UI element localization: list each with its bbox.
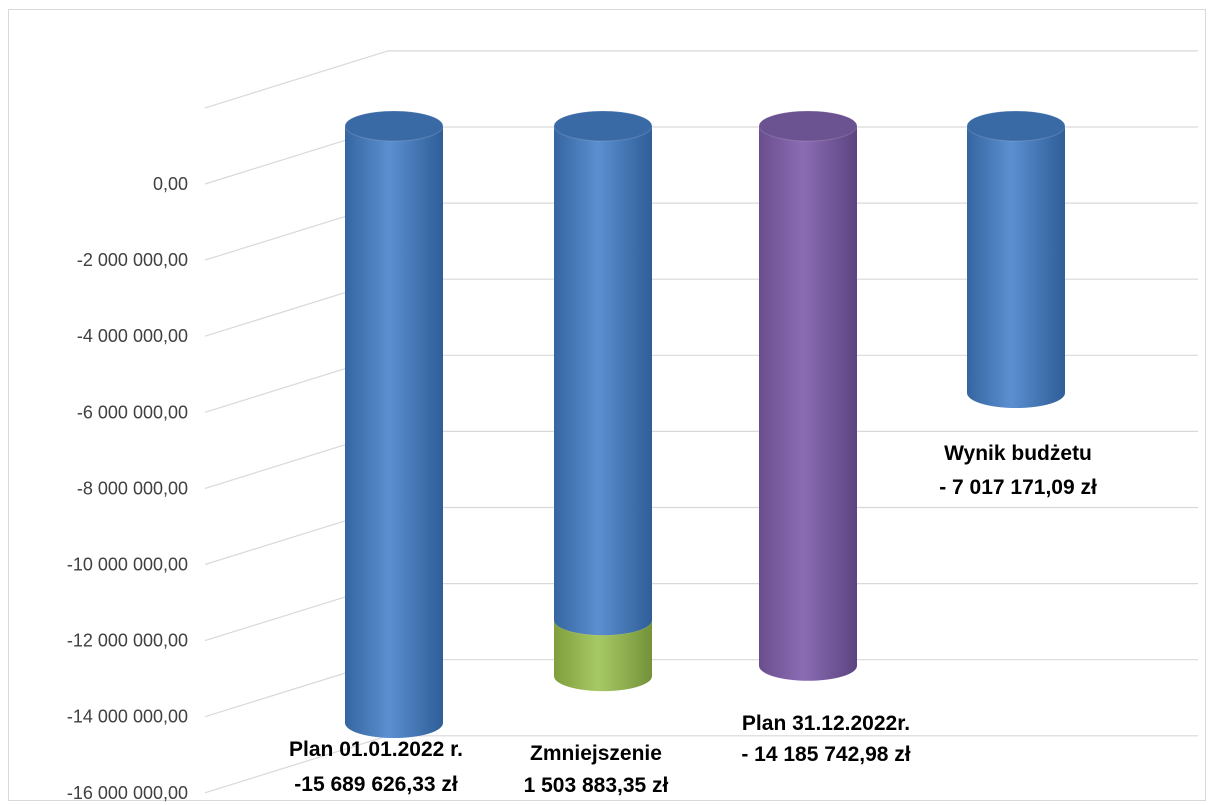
y-tick-label: -10 000 000,00 <box>67 555 188 575</box>
cylinder-bar-body <box>967 126 1065 409</box>
data-label: -15 689 626,33 zł <box>294 773 458 796</box>
gridline-floor <box>204 735 389 794</box>
y-tick-label: -4 000 000,00 <box>77 326 188 346</box>
data-label: Zmniejszenie <box>530 742 662 765</box>
y-tick-label: -8 000 000,00 <box>77 478 188 498</box>
cylinder-bar-body <box>759 126 857 681</box>
y-tick-label: -2 000 000,00 <box>77 250 188 270</box>
y-tick-label: -16 000 000,00 <box>67 783 188 803</box>
y-tick-label: -14 000 000,00 <box>67 707 188 727</box>
cylinder-bar <box>553 110 653 636</box>
y-tick-label: -12 000 000,00 <box>67 631 188 651</box>
cylinder-bar-top <box>344 110 444 142</box>
data-label: Plan 01.01.2022 r. <box>289 738 463 761</box>
y-tick-label: -6 000 000,00 <box>77 402 188 422</box>
gridline-floor <box>204 50 389 109</box>
cylinder-bar-top <box>553 110 653 142</box>
cylinder-bar-body <box>554 126 652 636</box>
cylinder-bar <box>344 110 444 738</box>
data-label: - 14 185 742,98 zł <box>741 743 910 766</box>
y-tick-label: 0,00 <box>153 174 188 194</box>
cylinder-bar-body <box>345 126 443 738</box>
data-label: Plan 31.12.2022r. <box>742 712 910 735</box>
data-label: Wynik budżetu <box>944 442 1092 465</box>
data-label: 1 503 883,35 zł <box>524 774 669 797</box>
cylinder-bar <box>966 110 1066 409</box>
cylinder-bar <box>758 110 858 681</box>
data-label: - 7 017 171,09 zł <box>939 476 1097 499</box>
cylinder-bar-top <box>758 110 858 142</box>
cylinder-bar-stack-body <box>554 620 652 692</box>
cylinder-bar-top <box>966 110 1066 142</box>
